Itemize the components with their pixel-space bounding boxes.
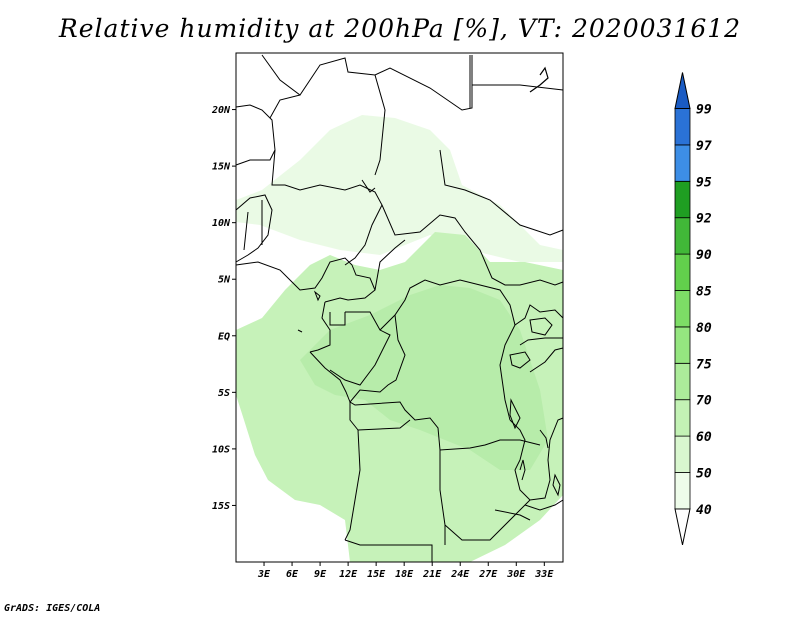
lon-tick-label: 24E: [450, 569, 470, 580]
colorbar-label: 75: [696, 357, 712, 372]
lon-tick-label: 15E: [367, 569, 386, 580]
longitude-axis: 3E 6E 9E 12E 15E 18E 21E 24E 27E 30E 33E: [257, 562, 554, 580]
lon-tick-label: 9E: [314, 569, 327, 580]
humidity-region-south: [350, 430, 520, 562]
lat-tick-label: EQ: [218, 331, 230, 342]
lon-tick-label: 3E: [257, 569, 271, 580]
colorbar-label: 70: [696, 394, 712, 409]
map-frame: [235, 52, 564, 563]
colorbar-label: 80: [696, 321, 712, 336]
humidity-field: [236, 115, 563, 562]
colorbar-segment: [674, 326, 691, 364]
chart-title: Relative humidity at 200hPa [%], VT: 202…: [58, 14, 742, 43]
lat-tick-label: 10S: [212, 444, 230, 455]
colorbar-segment: [674, 290, 691, 328]
colorbar-label: 60: [696, 430, 712, 445]
grads-credit: GrADS: IGES/COLA: [4, 603, 101, 614]
colorbar-label: 85: [696, 285, 712, 300]
lat-tick-label: 15S: [212, 501, 230, 512]
colorbar-segment: [674, 399, 691, 437]
colorbar-segment: [674, 217, 691, 255]
latitude-axis: 20N 15N 10N 5N EQ 5S 10S 15S: [211, 105, 236, 512]
colorbar-label: 99: [696, 103, 712, 118]
colorbar: 40 50 60 70 75 80 85 90 92 95 97 99: [674, 72, 712, 546]
lon-tick-label: 30E: [506, 569, 526, 580]
colorbar-segment: [674, 144, 691, 182]
colorbar-segment: [674, 472, 691, 510]
colorbar-segment: [674, 362, 691, 401]
lon-tick-label: 27E: [478, 569, 498, 580]
lon-tick-label: 12E: [339, 569, 358, 580]
humidity-region-dense: [300, 285, 548, 470]
colorbar-segment: [674, 435, 691, 473]
colorbar-label: 95: [696, 175, 712, 190]
colorbar-label: 97: [696, 139, 712, 154]
country-borders: [235, 54, 564, 562]
colorbar-segment: [674, 180, 691, 219]
humidity-region-north: [236, 115, 563, 262]
lat-tick-label: 10N: [212, 218, 231, 229]
lat-tick-label: 5N: [218, 275, 231, 286]
colorbar-label: 90: [696, 248, 712, 263]
colorbar-label: 40: [696, 503, 712, 518]
colorbar-segment: [674, 253, 691, 291]
lon-tick-label: 6E: [286, 569, 299, 580]
colorbar-high-arrow: [674, 72, 691, 109]
colorbar-label: 92: [696, 212, 712, 227]
lon-tick-label: 21E: [422, 569, 442, 580]
lat-tick-label: 15N: [212, 162, 231, 173]
colorbar-segment: [674, 108, 691, 146]
lon-tick-label: 18E: [395, 569, 414, 580]
lon-tick-label: 33E: [534, 569, 554, 580]
lat-tick-label: 5S: [218, 388, 230, 399]
lat-tick-label: 20N: [211, 105, 231, 116]
colorbar-label: 50: [696, 467, 712, 482]
colorbar-low-arrow: [674, 508, 691, 546]
